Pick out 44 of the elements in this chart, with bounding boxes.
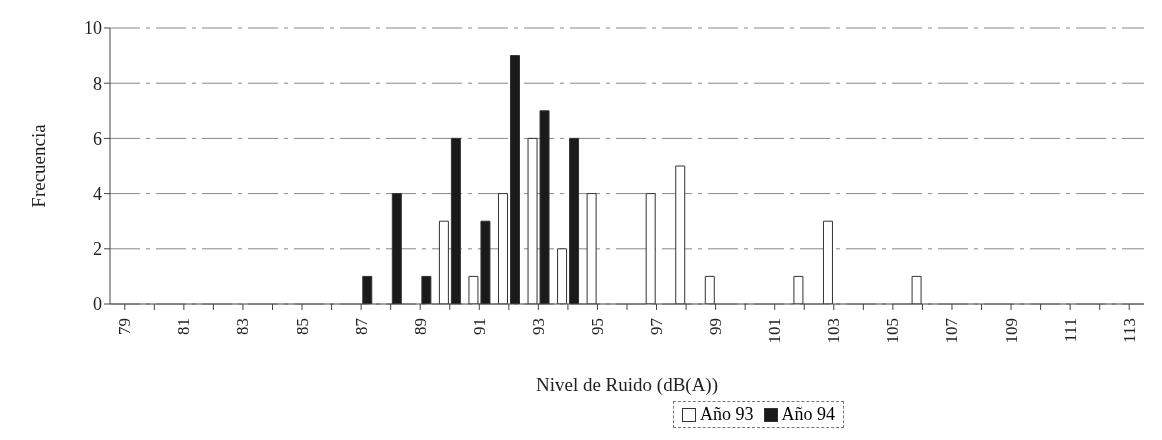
y-tick-label: 8 xyxy=(93,73,102,94)
x-tick-label: 93 xyxy=(528,318,548,335)
x-tick-label: 91 xyxy=(469,318,489,335)
bar xyxy=(704,275,715,304)
x-tick-label: 81 xyxy=(174,318,194,335)
bar xyxy=(497,193,508,304)
bar xyxy=(557,248,568,304)
x-tick-label: 111 xyxy=(1060,318,1080,343)
x-tick-label: 83 xyxy=(233,318,253,335)
bar xyxy=(569,137,580,304)
y-tick-label: 0 xyxy=(93,294,102,315)
bar xyxy=(675,165,686,304)
bar xyxy=(586,193,597,304)
x-tick-label: 97 xyxy=(647,317,667,335)
bar xyxy=(421,275,432,304)
y-tick-label: 2 xyxy=(93,239,102,260)
x-tick-label: 87 xyxy=(351,317,371,335)
y-tick-label: 10 xyxy=(84,18,102,39)
bar xyxy=(391,193,402,304)
x-tick-label: 113 xyxy=(1119,318,1139,343)
x-tick-label: 85 xyxy=(292,318,312,335)
x-tick-label: 103 xyxy=(824,318,844,344)
y-axis-title: Frecuencia xyxy=(27,123,49,208)
x-tick-label: 99 xyxy=(706,318,726,335)
x-tick-label: 89 xyxy=(410,318,430,335)
x-tick-label: 79 xyxy=(115,318,135,335)
legend-label: Año 94 xyxy=(780,404,835,425)
x-tick-label: 107 xyxy=(942,317,962,344)
legend-label: Año 93 xyxy=(699,404,754,425)
bar xyxy=(793,275,804,304)
bar xyxy=(362,275,373,304)
bar xyxy=(911,275,922,304)
x-axis-title: Nivel de Ruido (dB(A)) xyxy=(535,374,719,396)
bar xyxy=(509,55,520,304)
bar xyxy=(822,220,833,304)
y-tick-label: 6 xyxy=(93,128,102,149)
bar xyxy=(450,137,461,304)
bar xyxy=(438,220,449,304)
y-tick-label: 4 xyxy=(93,183,102,204)
x-tick-label: 101 xyxy=(765,318,785,344)
x-tick-label: 105 xyxy=(883,318,903,344)
x-tick-label: 95 xyxy=(587,318,607,335)
bar xyxy=(645,193,656,304)
x-tick-label: 109 xyxy=(1001,318,1021,344)
